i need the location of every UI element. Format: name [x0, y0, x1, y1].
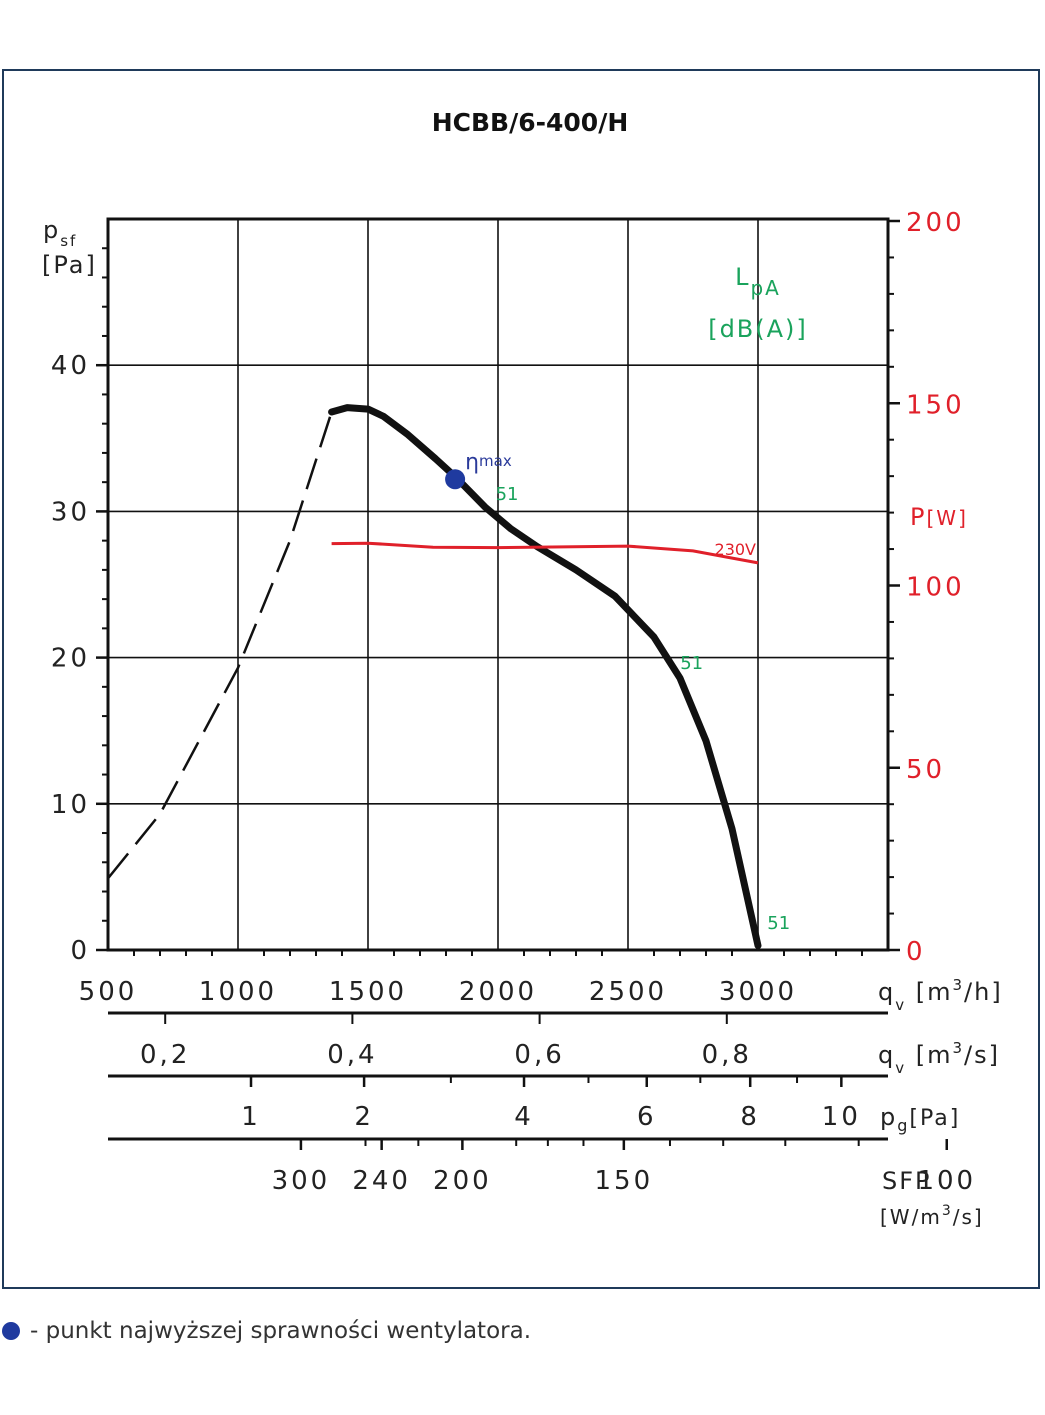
y-tick-label: 40: [51, 351, 90, 381]
lpa-label: LpA: [735, 263, 781, 300]
scale-pg-label: 6: [637, 1102, 657, 1132]
lpa-point-value: 51: [680, 653, 703, 674]
y2-tick-label: 0: [906, 937, 926, 967]
scale-sfp-label: 150: [595, 1166, 654, 1196]
y2-tick-label: 100: [906, 573, 965, 603]
scale-sfp-label: 300: [272, 1166, 331, 1196]
scale-pg-axis-label: pg[Pa]: [880, 1103, 960, 1135]
y-tick-label: 10: [51, 790, 90, 820]
scale-qv-axis-label: qv [m3/s]: [878, 1039, 1000, 1077]
scale-qv-label: 0,4: [327, 1040, 377, 1070]
scale-pg-label: 10: [822, 1102, 861, 1132]
x-tick-label: 1000: [199, 977, 277, 1007]
y2-tick-label: 50: [906, 755, 945, 785]
chart-title: HCBB/6-400/H: [432, 108, 629, 137]
scale-pg-label: 4: [514, 1102, 534, 1132]
fan-performance-chart: HCBB/6-400/H 230V ηmax 51 51 51 0 10 20 30 40 0 50…: [42, 108, 1003, 1229]
scale-pg-label: 1: [241, 1102, 261, 1132]
scale-sfp-label: 100: [917, 1166, 976, 1196]
y2-axis-label: P[W]: [910, 503, 968, 531]
scale-qv-label: 0,6: [514, 1040, 564, 1070]
power-curve-230v: [331, 541, 759, 565]
x-tick-label: 500: [79, 977, 138, 1007]
pressure-curve-solid: [328, 404, 762, 950]
axis-layer: 0 10 20 30 40 0 50 100 150 200 500 1000 1500 2000 2500…: [42, 208, 1003, 1014]
curve-layer: 230V ηmax 51 51 51: [107, 404, 790, 950]
y-tick-label: 20: [51, 644, 90, 674]
x-axis-label: qv [m3/h]: [878, 976, 1003, 1014]
chart-frame: [2, 69, 1040, 1289]
y-tick-label: 30: [51, 497, 90, 527]
grid-layer: [108, 219, 888, 950]
lpa-point-value: 51: [767, 913, 790, 934]
power-curve-label: 230V: [715, 540, 757, 559]
scale-qv-label: 0,2: [140, 1040, 190, 1070]
scale-sfp-label: 200: [433, 1166, 492, 1196]
scale-layer: 0,2 0,4 0,6 0,8 qv [m3/s] 1 2 4 6 8 10 pg[Pa] 300 240…: [108, 1011, 1000, 1229]
x-tick-label: 2000: [459, 977, 537, 1007]
scale-pg-label: 8: [740, 1102, 760, 1132]
scale-sfp-label: 240: [352, 1166, 411, 1196]
legend: - punkt najwyższej sprawności wentylator…: [2, 1318, 531, 1344]
lpa-unit: [dB(A)]: [708, 315, 808, 343]
y2-tick-label: 200: [906, 208, 965, 238]
scale-sfp-axis-label: SFP: [882, 1167, 932, 1195]
lpa-point-value: 51: [496, 484, 519, 505]
eta-max-label: ηmax: [465, 450, 512, 475]
y2-tick-label: 150: [906, 390, 965, 420]
scale-sfp-axis-unit: [W/m3/s]: [880, 1203, 984, 1229]
y-tick-label: 0: [70, 936, 90, 966]
scale-pg-label: 2: [354, 1102, 374, 1132]
x-tick-label: 1500: [329, 977, 407, 1007]
y-axis-unit: [Pa]: [42, 251, 97, 279]
x-tick-label: 2500: [589, 977, 667, 1007]
pressure-curve-dashed: [107, 411, 333, 880]
y-axis-label: psf: [43, 216, 77, 250]
scale-qv-label: 0,8: [702, 1040, 752, 1070]
eta-max-point: [445, 469, 466, 490]
x-tick-label: 3000: [719, 977, 797, 1007]
legend-text: - punkt najwyższej sprawności wentylator…: [30, 1318, 532, 1344]
legend-dot-icon: [2, 1322, 20, 1340]
